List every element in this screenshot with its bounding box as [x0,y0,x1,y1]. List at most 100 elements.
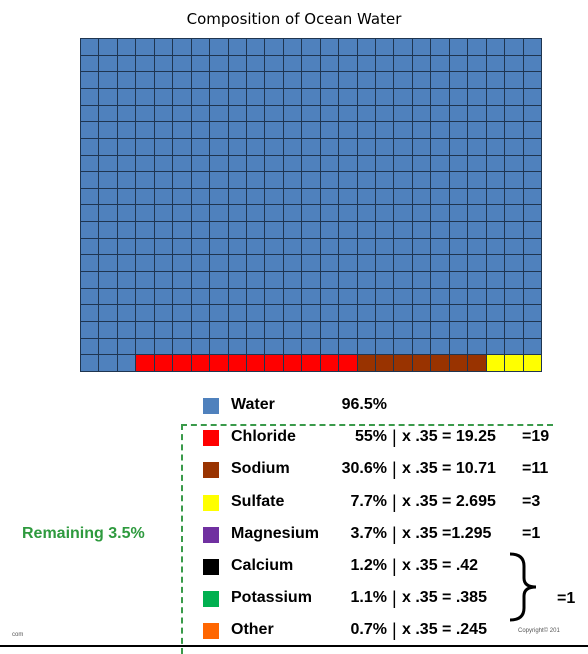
waffle-cell [505,305,523,322]
waffle-cell [357,72,376,88]
waffle-cell [99,138,117,155]
waffle-cell [154,322,173,338]
waffle-cell [357,122,376,138]
waffle-cell [136,322,154,338]
waffle-cell [431,138,449,155]
waffle-cell [357,188,376,205]
waffle-cell [191,55,210,72]
waffle-cell [265,272,283,288]
waffle-cell [246,355,265,371]
waffle-cell [412,288,431,305]
waffle-cell [265,355,283,371]
waffle-cell [376,122,394,138]
waffle-cell [117,72,136,88]
waffle-cell [154,255,173,272]
waffle-cell [283,105,302,122]
waffle-cell [228,355,246,371]
waffle-cell [412,205,431,222]
waffle-cell [136,122,154,138]
legend-calculation: x .35 = 2.695 [402,493,496,510]
waffle-cell [320,72,339,88]
waffle-cell [210,88,228,105]
waffle-cell [191,338,210,355]
waffle-cell [431,88,449,105]
waffle-cell [173,105,191,122]
waffle-cell [265,222,283,238]
waffle-cell [320,55,339,72]
waffle-cell [412,55,431,72]
waffle-cell [320,138,339,155]
waffle-cell [320,155,339,172]
waffle-cell [117,155,136,172]
waffle-cell [449,355,468,371]
waffle-cell [449,338,468,355]
waffle-cell [505,138,523,155]
waffle-cell [320,172,339,188]
waffle-cell [486,88,505,105]
waffle-cell [136,155,154,172]
waffle-cell [99,105,117,122]
waffle-cell [154,205,173,222]
waffle-cell [431,238,449,255]
waffle-cell [173,288,191,305]
waffle-cell [468,155,486,172]
waffle-cell [320,238,339,255]
waffle-cell [505,39,523,55]
waffle-cell [265,322,283,338]
legend-percent: 0.7% [350,621,387,638]
waffle-cell [394,322,412,338]
waffle-cell [468,238,486,255]
waffle-cell [283,138,302,155]
waffle-cell [173,155,191,172]
waffle-cell [117,172,136,188]
legend-result: =11 [522,460,549,477]
waffle-cell [412,338,431,355]
waffle-cell [228,72,246,88]
waffle-cell [357,172,376,188]
waffle-cell [302,338,320,355]
waffle-cell [154,305,173,322]
waffle-cell [394,222,412,238]
waffle-cell [283,305,302,322]
legend-percent: 7.7% [350,493,387,510]
waffle-cell [431,172,449,188]
waffle-cell [154,238,173,255]
waffle-cell [228,122,246,138]
waffle-cell [117,338,136,355]
waffle-cell [173,238,191,255]
waffle-cell [357,138,376,155]
waffle-cell [376,322,394,338]
waffle-cell [210,305,228,322]
waffle-cell [136,255,154,272]
waffle-cell [99,188,117,205]
waffle-cell [449,288,468,305]
waffle-cell [468,255,486,272]
waffle-cell [449,222,468,238]
waffle-cell [117,39,136,55]
waffle-cell [154,155,173,172]
footer-tag: com [12,632,24,638]
waffle-cell [468,272,486,288]
waffle-cell [505,238,523,255]
waffle-cell [486,72,505,88]
waffle-cell [523,122,541,138]
waffle-cell [210,122,228,138]
waffle-cell [117,305,136,322]
waffle-cell [412,155,431,172]
waffle-cell [431,155,449,172]
waffle-cell [117,288,136,305]
waffle-cell [357,272,376,288]
waffle-cell [265,72,283,88]
waffle-cell [228,155,246,172]
waffle-cell [394,338,412,355]
waffle-cell [449,72,468,88]
legend-percent: 30.6% [341,460,387,477]
legend-calculation: x .35 = 10.71 [402,460,496,477]
waffle-cell [486,155,505,172]
legend-separator: | [392,459,397,479]
waffle-cell [81,322,99,338]
waffle-cell [486,338,505,355]
waffle-cell [468,72,486,88]
waffle-cell [449,188,468,205]
waffle-cell [320,188,339,205]
